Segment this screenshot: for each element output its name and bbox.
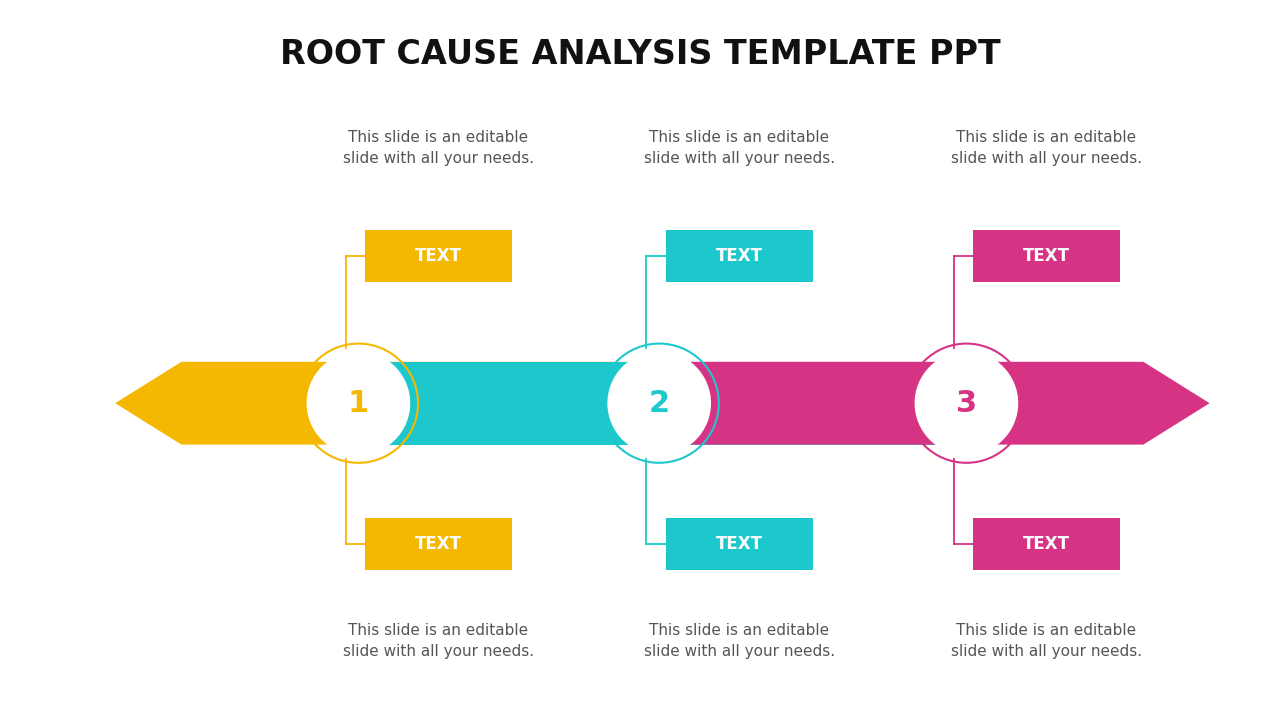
Text: TEXT: TEXT bbox=[415, 534, 462, 553]
Text: This slide is an editable
slide with all your needs.: This slide is an editable slide with all… bbox=[343, 623, 534, 659]
FancyBboxPatch shape bbox=[365, 518, 512, 570]
FancyBboxPatch shape bbox=[365, 230, 512, 282]
Text: TEXT: TEXT bbox=[716, 534, 763, 553]
Text: TEXT: TEXT bbox=[1023, 246, 1070, 264]
Polygon shape bbox=[659, 361, 1210, 444]
Text: This slide is an editable
slide with all your needs.: This slide is an editable slide with all… bbox=[951, 623, 1142, 659]
Text: 2: 2 bbox=[649, 389, 669, 418]
Text: ROOT CAUSE ANALYSIS TEMPLATE PPT: ROOT CAUSE ANALYSIS TEMPLATE PPT bbox=[280, 37, 1000, 71]
FancyBboxPatch shape bbox=[973, 230, 1120, 282]
Ellipse shape bbox=[307, 351, 410, 455]
Polygon shape bbox=[358, 361, 966, 444]
FancyBboxPatch shape bbox=[666, 518, 813, 570]
Text: 1: 1 bbox=[348, 389, 369, 418]
Text: This slide is an editable
slide with all your needs.: This slide is an editable slide with all… bbox=[644, 130, 835, 166]
Text: TEXT: TEXT bbox=[415, 246, 462, 264]
Ellipse shape bbox=[914, 351, 1019, 455]
FancyBboxPatch shape bbox=[973, 518, 1120, 570]
Text: TEXT: TEXT bbox=[1023, 534, 1070, 553]
Polygon shape bbox=[115, 361, 659, 444]
Text: TEXT: TEXT bbox=[716, 246, 763, 264]
Text: This slide is an editable
slide with all your needs.: This slide is an editable slide with all… bbox=[951, 130, 1142, 166]
FancyBboxPatch shape bbox=[666, 230, 813, 282]
Text: This slide is an editable
slide with all your needs.: This slide is an editable slide with all… bbox=[343, 130, 534, 166]
Text: 3: 3 bbox=[956, 389, 977, 418]
Text: This slide is an editable
slide with all your needs.: This slide is an editable slide with all… bbox=[644, 623, 835, 659]
Ellipse shape bbox=[608, 351, 712, 455]
